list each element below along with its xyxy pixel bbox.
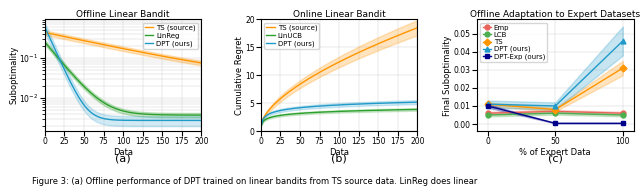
- TS: [552, 108, 559, 111]
- TS (source): [198, 62, 205, 64]
- Y-axis label: Suboptimality: Suboptimality: [9, 46, 18, 104]
- DPT (ours): [258, 122, 266, 124]
- Line: DPT-Exp (ours): DPT-Exp (ours): [485, 103, 625, 126]
- X-axis label: % of Expert Data: % of Expert Data: [520, 148, 591, 157]
- DPT (ours): [401, 101, 408, 104]
- LinUCB: [413, 108, 421, 111]
- LCB: [619, 114, 627, 116]
- X-axis label: Data: Data: [113, 148, 133, 157]
- LinUCB: [264, 117, 272, 119]
- Line: DPT (ours): DPT (ours): [485, 39, 625, 108]
- DPT (ours): [484, 103, 492, 105]
- DPT (ours): [287, 108, 294, 110]
- TS (source): [48, 33, 56, 35]
- DPT (ours): [70, 89, 78, 91]
- Line: DPT (ours): DPT (ours): [45, 29, 202, 120]
- Legend: TS (source), LinUCB, DPT (ours): TS (source), LinUCB, DPT (ours): [264, 23, 319, 49]
- LinReg: [189, 114, 197, 116]
- DPT (ours): [268, 112, 275, 114]
- Text: Figure 3: (a) Offline performance of DPT trained on linear bandits from TS sourc: Figure 3: (a) Offline performance of DPT…: [32, 177, 477, 186]
- Line: TS (source): TS (source): [45, 33, 202, 63]
- TS (source): [264, 110, 272, 113]
- DPT-Exp (ours): [619, 122, 627, 124]
- TS: [484, 103, 492, 105]
- Line: TS: TS: [485, 66, 625, 112]
- LinUCB: [287, 113, 294, 115]
- Legend: Emp, LCB, TS, DPT (ours), DPT-Exp (ours): Emp, LCB, TS, DPT (ours), DPT-Exp (ours): [481, 23, 547, 62]
- TS: [619, 67, 627, 69]
- TS (source): [42, 31, 49, 34]
- DPT (ours): [42, 28, 49, 30]
- DPT (ours): [83, 108, 91, 110]
- Title: Online Linear Bandit: Online Linear Bandit: [293, 9, 385, 19]
- Legend: TS (source), LinReg, DPT (ours): TS (source), LinReg, DPT (ours): [143, 23, 198, 49]
- Title: Offline Linear Bandit: Offline Linear Bandit: [76, 9, 170, 19]
- LinUCB: [300, 112, 307, 114]
- Y-axis label: Cumulative Regret: Cumulative Regret: [235, 36, 244, 115]
- LCB: [484, 114, 492, 116]
- TS (source): [300, 81, 307, 83]
- Line: LCB: LCB: [485, 111, 625, 117]
- TS (source): [268, 107, 275, 109]
- TS (source): [70, 38, 78, 40]
- DPT-Exp (ours): [552, 122, 559, 124]
- LinUCB: [258, 123, 266, 126]
- Line: DPT (ours): DPT (ours): [262, 102, 417, 123]
- Text: (a): (a): [115, 153, 131, 163]
- LinUCB: [268, 116, 275, 118]
- TS (source): [184, 60, 192, 62]
- Emp: [484, 112, 492, 114]
- Y-axis label: Final Suboptimality: Final Suboptimality: [444, 35, 452, 116]
- DPT-Exp (ours): [484, 105, 492, 107]
- Emp: [552, 110, 559, 113]
- DPT (ours): [264, 113, 272, 116]
- LinReg: [42, 42, 49, 44]
- DPT (ours): [51, 48, 59, 51]
- DPT (ours): [198, 119, 205, 122]
- Line: LinUCB: LinUCB: [262, 109, 417, 124]
- TS (source): [406, 30, 413, 32]
- DPT (ours): [552, 105, 559, 107]
- DPT (ours): [619, 40, 627, 42]
- LCB: [552, 112, 559, 114]
- LinReg: [48, 49, 56, 52]
- TS (source): [189, 61, 197, 63]
- LinUCB: [406, 108, 413, 111]
- TS (source): [287, 90, 294, 92]
- LinReg: [70, 75, 78, 78]
- DPT (ours): [184, 119, 192, 122]
- Line: LinReg: LinReg: [45, 43, 202, 115]
- TS (source): [401, 32, 408, 34]
- DPT (ours): [406, 101, 413, 103]
- TS (source): [413, 26, 421, 29]
- DPT (ours): [300, 106, 307, 108]
- Line: TS (source): TS (source): [262, 28, 417, 122]
- Line: Emp: Emp: [485, 109, 625, 116]
- Text: (c): (c): [548, 153, 563, 163]
- DPT (ours): [48, 41, 56, 44]
- TS (source): [51, 33, 59, 36]
- LinReg: [198, 114, 205, 116]
- Text: (b): (b): [332, 153, 347, 163]
- TS (source): [258, 121, 266, 123]
- X-axis label: Data: Data: [329, 148, 349, 157]
- LinReg: [184, 114, 192, 116]
- Title: Offline Adaptation to Expert Datasets: Offline Adaptation to Expert Datasets: [470, 9, 640, 19]
- LinUCB: [401, 108, 408, 111]
- LinReg: [51, 53, 59, 55]
- DPT (ours): [413, 101, 421, 103]
- LinReg: [83, 88, 91, 91]
- Emp: [619, 112, 627, 114]
- DPT (ours): [189, 119, 197, 122]
- TS (source): [83, 40, 91, 42]
